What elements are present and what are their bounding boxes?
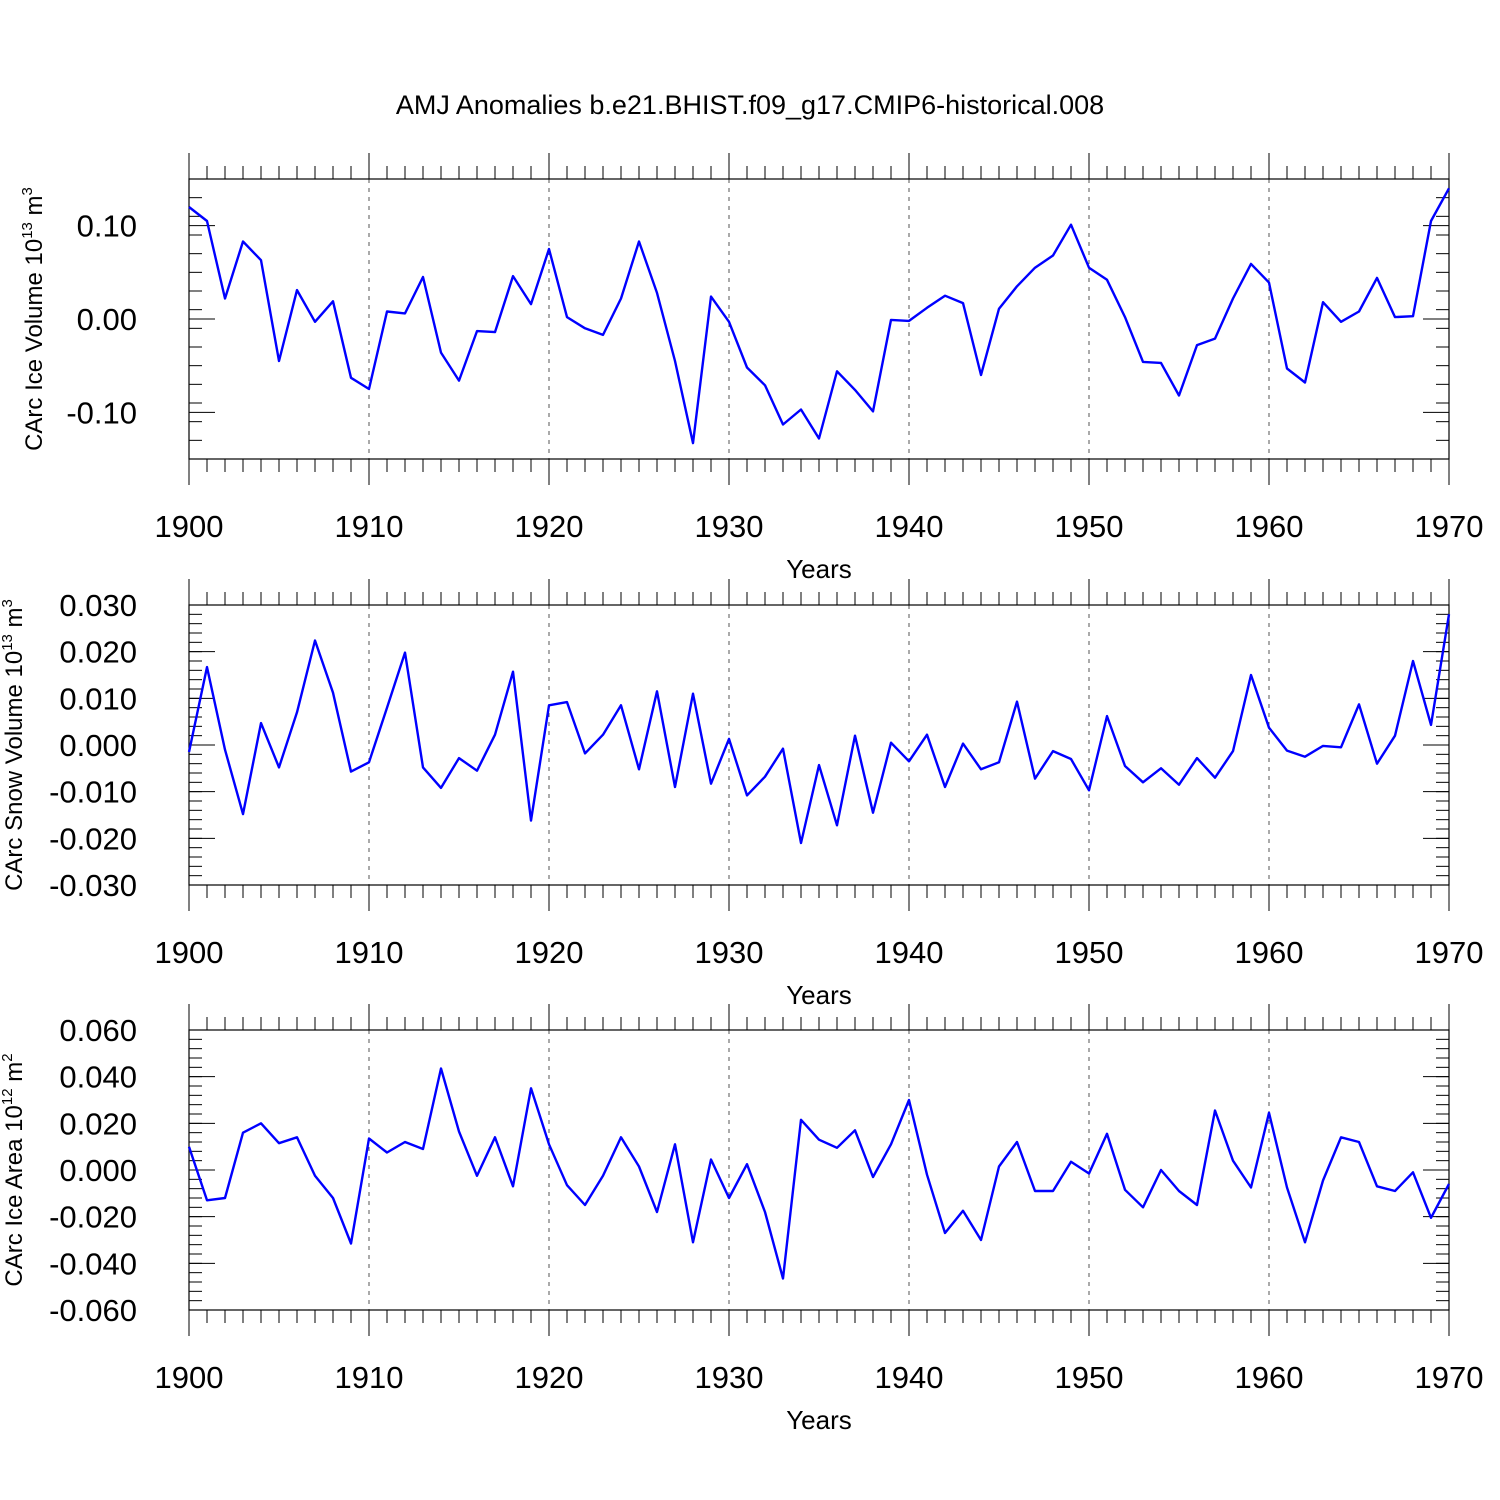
x-tick-label: 1930 bbox=[695, 509, 764, 544]
x-tick-label: 1970 bbox=[1415, 1360, 1484, 1395]
y-tick-label: 0.020 bbox=[59, 635, 137, 670]
x-tick-label: 1970 bbox=[1415, 935, 1484, 970]
x-tick-label: 1960 bbox=[1235, 935, 1304, 970]
y-tick-label: -0.040 bbox=[49, 1246, 137, 1281]
y-axis-label: CArc Ice Volume 1013 m3 bbox=[19, 187, 48, 451]
y-tick-label: -0.060 bbox=[49, 1293, 137, 1328]
y-axis-label: CArc Snow Volume 1013 m3 bbox=[0, 599, 28, 891]
y-axis-label-superscript: 13 bbox=[19, 222, 36, 239]
x-tick-label: 1960 bbox=[1235, 509, 1304, 544]
y-tick-label: 0.030 bbox=[59, 588, 137, 623]
x-tick-label: 1920 bbox=[515, 935, 584, 970]
y-tick-label: -0.020 bbox=[49, 821, 137, 856]
x-tick-label: 1960 bbox=[1235, 1360, 1304, 1395]
chart-panel-2: 0.030 0.020 0.010 0.000 -0.010 -0.020 -0.030 19… bbox=[0, 579, 1483, 1010]
x-tick-label: 1900 bbox=[155, 935, 224, 970]
y-tick-label: 0.020 bbox=[59, 1106, 137, 1141]
x-tick-label: 1930 bbox=[695, 935, 764, 970]
plot-frame bbox=[188, 604, 1450, 886]
y-axis-label-part: CArc Ice Area 10 bbox=[1, 1105, 28, 1286]
x-tick-label: 1900 bbox=[155, 1360, 224, 1395]
y-axis-label-part: m bbox=[21, 195, 48, 222]
y-tick-label: -0.020 bbox=[49, 1200, 137, 1235]
chart-panel-3: 0.060 0.040 0.020 0.000 -0.020 -0.040 -0.060 19… bbox=[0, 1004, 1483, 1435]
y-tick-label: -0.030 bbox=[49, 868, 137, 903]
y-tick-label: 0.00 bbox=[77, 302, 137, 337]
y-tick-label: -0.010 bbox=[49, 775, 137, 810]
x-tick-label: 1950 bbox=[1055, 509, 1124, 544]
series-line bbox=[187, 614, 1451, 845]
x-tick-label: 1940 bbox=[875, 935, 944, 970]
y-axis-label-superscript: 13 bbox=[0, 634, 16, 651]
y-tick-label: 0.010 bbox=[59, 681, 137, 716]
chart-panel-1: 0.10 0.00 -0.10 1900 1910 1920 1930 1940 1950 196… bbox=[19, 153, 1483, 584]
x-axis-label: Years bbox=[786, 1405, 852, 1435]
series-line bbox=[187, 1067, 1451, 1280]
y-tick-label: 0.10 bbox=[77, 209, 137, 244]
plot-frame bbox=[188, 178, 1450, 460]
x-tick-label: 1910 bbox=[335, 935, 404, 970]
x-tick-label: 1940 bbox=[875, 509, 944, 544]
y-axis-label: CArc Ice Area 1012 m2 bbox=[0, 1053, 28, 1286]
series-line bbox=[188, 187, 1451, 445]
y-tick-label: 0.000 bbox=[59, 1153, 137, 1188]
y-axis-label-part: CArc Snow Volume 10 bbox=[1, 651, 28, 891]
y-tick-label: -0.10 bbox=[66, 395, 137, 430]
y-tick-label: 0.000 bbox=[59, 728, 137, 763]
y-axis-label-superscript: 3 bbox=[0, 599, 16, 607]
y-axis-label-part: m bbox=[1, 1062, 28, 1089]
y-axis-label-part: CArc Ice Volume 10 bbox=[21, 239, 48, 451]
x-tick-label: 1910 bbox=[335, 1360, 404, 1395]
x-tick-label: 1950 bbox=[1055, 935, 1124, 970]
x-tick-label: 1900 bbox=[155, 509, 224, 544]
x-axis-label: Years bbox=[786, 554, 852, 584]
plot-frame bbox=[188, 1029, 1450, 1311]
x-tick-label: 1910 bbox=[335, 509, 404, 544]
y-axis-label-superscript: 12 bbox=[0, 1088, 16, 1105]
y-axis-label-part: m bbox=[1, 607, 28, 634]
x-tick-label: 1950 bbox=[1055, 1360, 1124, 1395]
x-tick-label: 1920 bbox=[515, 1360, 584, 1395]
x-axis-label: Years bbox=[786, 980, 852, 1010]
y-tick-label: 0.060 bbox=[59, 1013, 137, 1048]
y-tick-label: 0.040 bbox=[59, 1060, 137, 1095]
x-tick-label: 1930 bbox=[695, 1360, 764, 1395]
y-axis-label-superscript: 3 bbox=[19, 187, 36, 195]
x-tick-label: 1970 bbox=[1415, 509, 1484, 544]
chart-title: AMJ Anomalies b.e21.BHIST.f09_g17.CMIP6-… bbox=[396, 90, 1104, 120]
x-tick-label: 1920 bbox=[515, 509, 584, 544]
x-tick-label: 1940 bbox=[875, 1360, 944, 1395]
y-axis-label-superscript: 2 bbox=[0, 1053, 16, 1061]
